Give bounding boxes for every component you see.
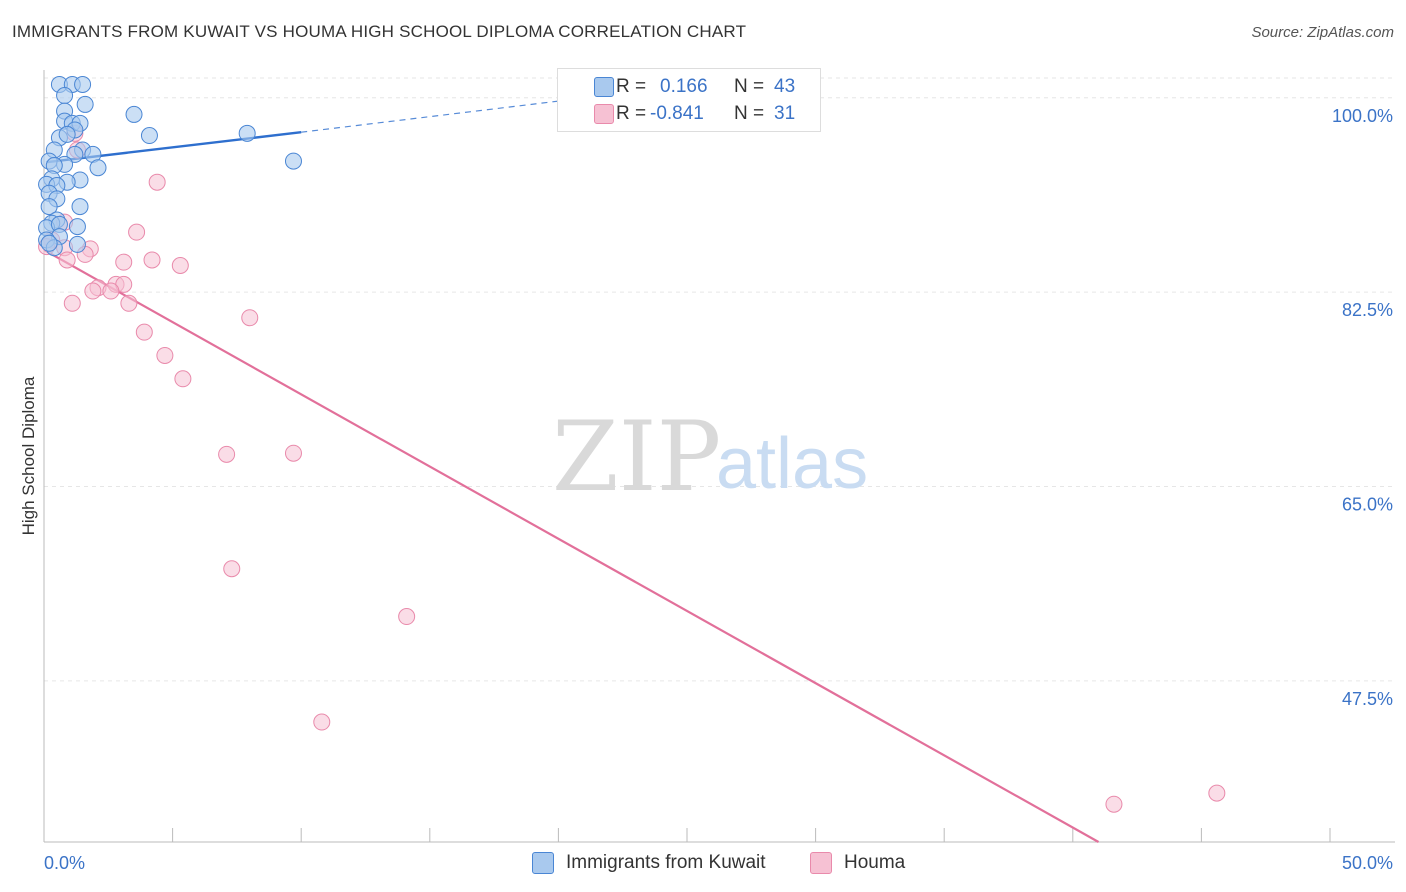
series-legend: Immigrants from Kuwait Houma [0, 852, 1406, 878]
kuwait-point [238, 124, 256, 142]
legend-r-value: -0.841 [650, 103, 704, 124]
houma-point [143, 251, 161, 269]
chart-title: IMMIGRANTS FROM KUWAIT VS HOUMA HIGH SCH… [12, 22, 747, 41]
y-tick-label: 100.0% [1332, 106, 1393, 126]
legend-item-houma: Houma [810, 852, 905, 874]
houma-point [171, 256, 189, 274]
legend-r-value: 0.166 [660, 76, 708, 97]
kuwait-points [38, 75, 302, 257]
houma-point [128, 223, 146, 241]
houma-point [135, 323, 153, 341]
kuwait-point [76, 95, 94, 113]
legend-label-houma: Houma [844, 852, 906, 873]
houma-point [313, 713, 331, 731]
watermark-atlas: atlas [716, 424, 868, 504]
kuwait-point [58, 125, 76, 143]
kuwait-trend-extension [301, 100, 559, 133]
legend-n-value: 43 [774, 76, 796, 97]
houma-point [1105, 795, 1123, 813]
y-tick-labels: 100.0% 82.5% 65.0% 47.5% [1332, 106, 1393, 709]
houma-point [218, 445, 236, 463]
kuwait-point [68, 235, 86, 253]
kuwait-point [89, 159, 107, 177]
kuwait-point [40, 198, 58, 216]
houma-point [1208, 784, 1226, 802]
houma-point [84, 282, 102, 300]
houma-point [174, 370, 192, 388]
houma-point [284, 444, 302, 462]
legend-n-value: 31 [774, 103, 796, 124]
houma-point [241, 309, 259, 327]
houma-point [58, 251, 76, 269]
legend-r-label: R = [616, 103, 647, 124]
kuwait-point [284, 152, 302, 170]
y-tick-label: 65.0% [1342, 495, 1393, 515]
kuwait-point [66, 145, 84, 163]
kuwait-point [40, 234, 58, 252]
legend-item-kuwait: Immigrants from Kuwait [532, 852, 766, 874]
x-tick-label-min: 0.0% [44, 853, 85, 873]
houma-point [398, 608, 416, 626]
kuwait-point [74, 75, 92, 93]
legend-n-label: N = [734, 76, 765, 97]
legend-label-kuwait: Immigrants from Kuwait [566, 852, 766, 873]
kuwait-point [56, 87, 74, 105]
y-axis-title: High School Diploma [19, 376, 38, 535]
kuwait-point [140, 127, 158, 145]
x-tick-label-max: 50.0% [1342, 853, 1393, 873]
houma-point [120, 294, 138, 312]
houma-point [115, 253, 133, 271]
kuwait-point [68, 218, 86, 236]
gridlines [44, 77, 1395, 682]
houma-point [148, 173, 166, 191]
y-tick-label: 82.5% [1342, 300, 1393, 320]
kuwait-point [71, 198, 89, 216]
houma-point [63, 294, 81, 312]
houma-point [156, 346, 174, 364]
houma-point [102, 282, 120, 300]
legend-swatch-kuwait [532, 852, 554, 874]
houma-point [223, 560, 241, 578]
legend-swatch-kuwait [594, 77, 614, 97]
stats-legend: R = 0.166 N = 43 R = -0.841 N = 31 [557, 68, 821, 132]
watermark-zip: ZIP [552, 401, 721, 513]
watermark: ZIP atlas [552, 401, 868, 513]
legend-n-label: N = [734, 103, 765, 124]
houma-trend-line [43, 248, 1100, 843]
y-tick-label: 47.5% [1342, 689, 1393, 709]
kuwait-point [125, 105, 143, 123]
legend-swatch-houma [594, 104, 614, 124]
legend-swatch-houma [810, 852, 832, 874]
legend-r-label: R = [616, 76, 647, 97]
source-credit: Source: ZipAtlas.com [1251, 24, 1394, 41]
